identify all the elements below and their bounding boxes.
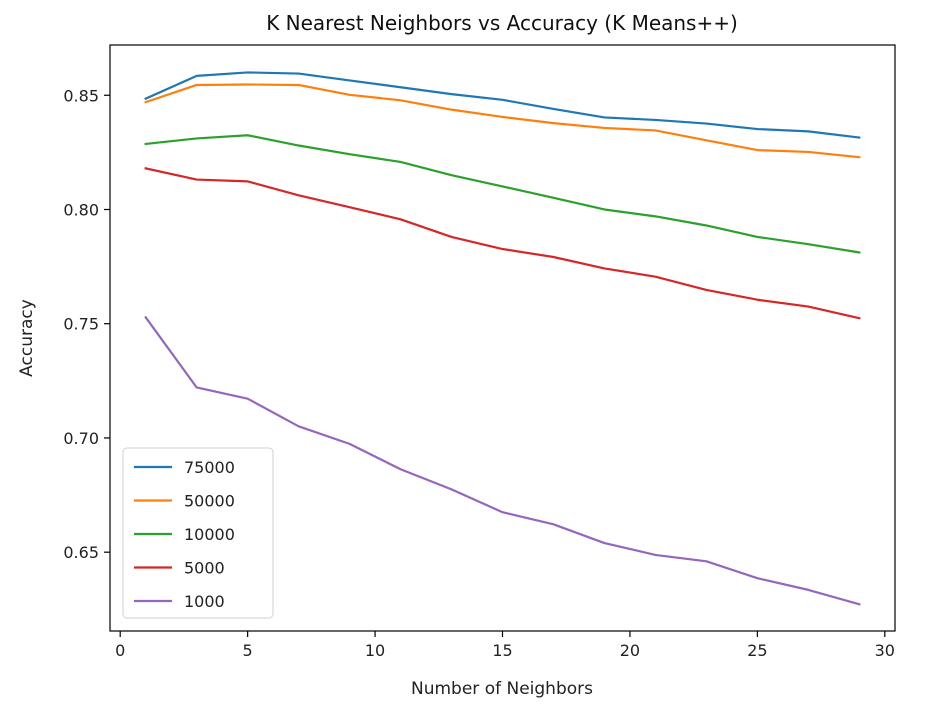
x-tick-label: 0 (115, 641, 125, 660)
legend-box (122, 447, 274, 619)
series-layer (144, 71, 861, 606)
x-axis-title: Number of Neighbors (411, 679, 593, 699)
x-tick-label: 10 (365, 641, 385, 660)
y-tick-label: 0.85 (63, 86, 99, 105)
legend-label-10000: 10000 (184, 525, 235, 544)
legend: 75000 50000 10000 5000 1000 (122, 447, 274, 619)
y-tick-label: 0.80 (63, 200, 99, 219)
y-axis: 0.65 0.70 0.75 0.80 0.85 (63, 86, 110, 562)
legend-label-5000: 5000 (184, 559, 225, 578)
x-axis: 0 5 10 15 20 25 30 (115, 631, 895, 660)
legend-label-50000: 50000 (184, 492, 235, 511)
x-tick-label: 25 (747, 641, 767, 660)
x-tick-label: 20 (620, 641, 640, 660)
series-line-10000 (144, 134, 861, 254)
x-tick-label: 5 (243, 641, 253, 660)
y-axis-title: Accuracy (17, 299, 37, 377)
legend-label-1000: 1000 (184, 592, 225, 611)
y-tick-label: 0.75 (63, 315, 99, 334)
x-tick-label: 15 (492, 641, 512, 660)
series-line-5000 (144, 167, 861, 320)
series-line-50000 (144, 83, 861, 159)
series-line-1000 (144, 315, 861, 606)
y-tick-label: 0.70 (63, 429, 99, 448)
y-tick-label: 0.65 (63, 543, 99, 562)
x-tick-label: 30 (875, 641, 895, 660)
series-line-75000 (144, 71, 861, 139)
legend-label-75000: 75000 (184, 458, 235, 477)
chart-title: K Nearest Neighbors vs Accuracy (K Means… (266, 11, 738, 35)
